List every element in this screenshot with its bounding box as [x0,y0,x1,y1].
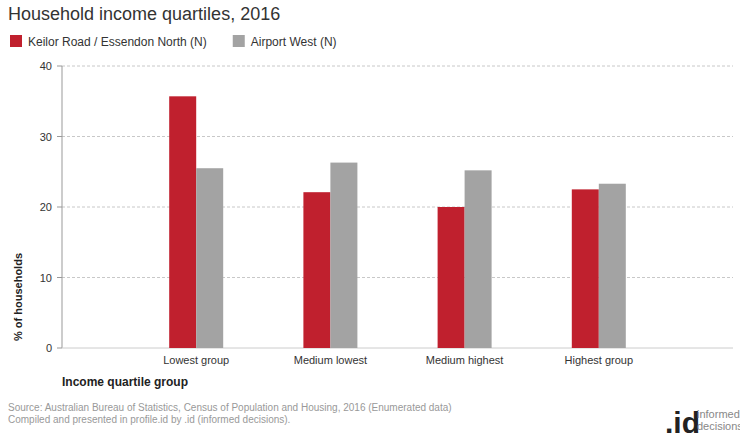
grid-line [62,277,733,278]
chart: Household income quartiles, 2016 Keilor R… [0,0,740,440]
tick-mark [57,348,62,349]
bar [438,207,465,348]
bar [196,168,223,348]
bars [169,96,626,348]
category-label: Medium lowest [294,354,367,366]
grid-line [62,136,733,137]
tick-mark [57,277,62,278]
bar [169,96,196,348]
bar [465,170,492,348]
bar [572,189,599,348]
y-axis [62,66,63,348]
bar [599,184,626,348]
category-label: Lowest group [163,354,229,366]
logo-text: decisions [697,420,740,432]
category-label: Highest group [565,354,634,366]
grid-line [62,66,733,67]
bar [330,163,357,348]
legend-swatch [233,35,245,47]
logo-mark: .id [665,406,700,439]
tick-label: 10 [40,272,52,284]
source-note: Compiled and presented in profile.id by … [8,414,290,425]
grid-line [62,207,733,208]
legend-label: Airport West (N) [251,35,337,49]
logo-text: informed [697,408,740,420]
tick-label: 40 [40,60,52,72]
tick-mark [57,66,62,67]
legend-label: Keilor Road / Essendon North (N) [28,35,207,49]
x-axis-title: Income quartile group [62,375,188,389]
legend-swatch [10,35,22,47]
x-axis [62,348,733,349]
source-note: Source: Australian Bureau of Statistics,… [8,402,452,413]
tick-label: 30 [40,131,52,143]
bar [303,192,330,348]
tick-label: 0 [46,342,52,354]
tick-label: 20 [40,201,52,213]
tick-mark [57,207,62,208]
tick-mark [57,136,62,137]
category-label: Medium highest [426,354,504,366]
y-axis-title: % of households [12,253,24,341]
title: Household income quartiles, 2016 [8,4,280,24]
